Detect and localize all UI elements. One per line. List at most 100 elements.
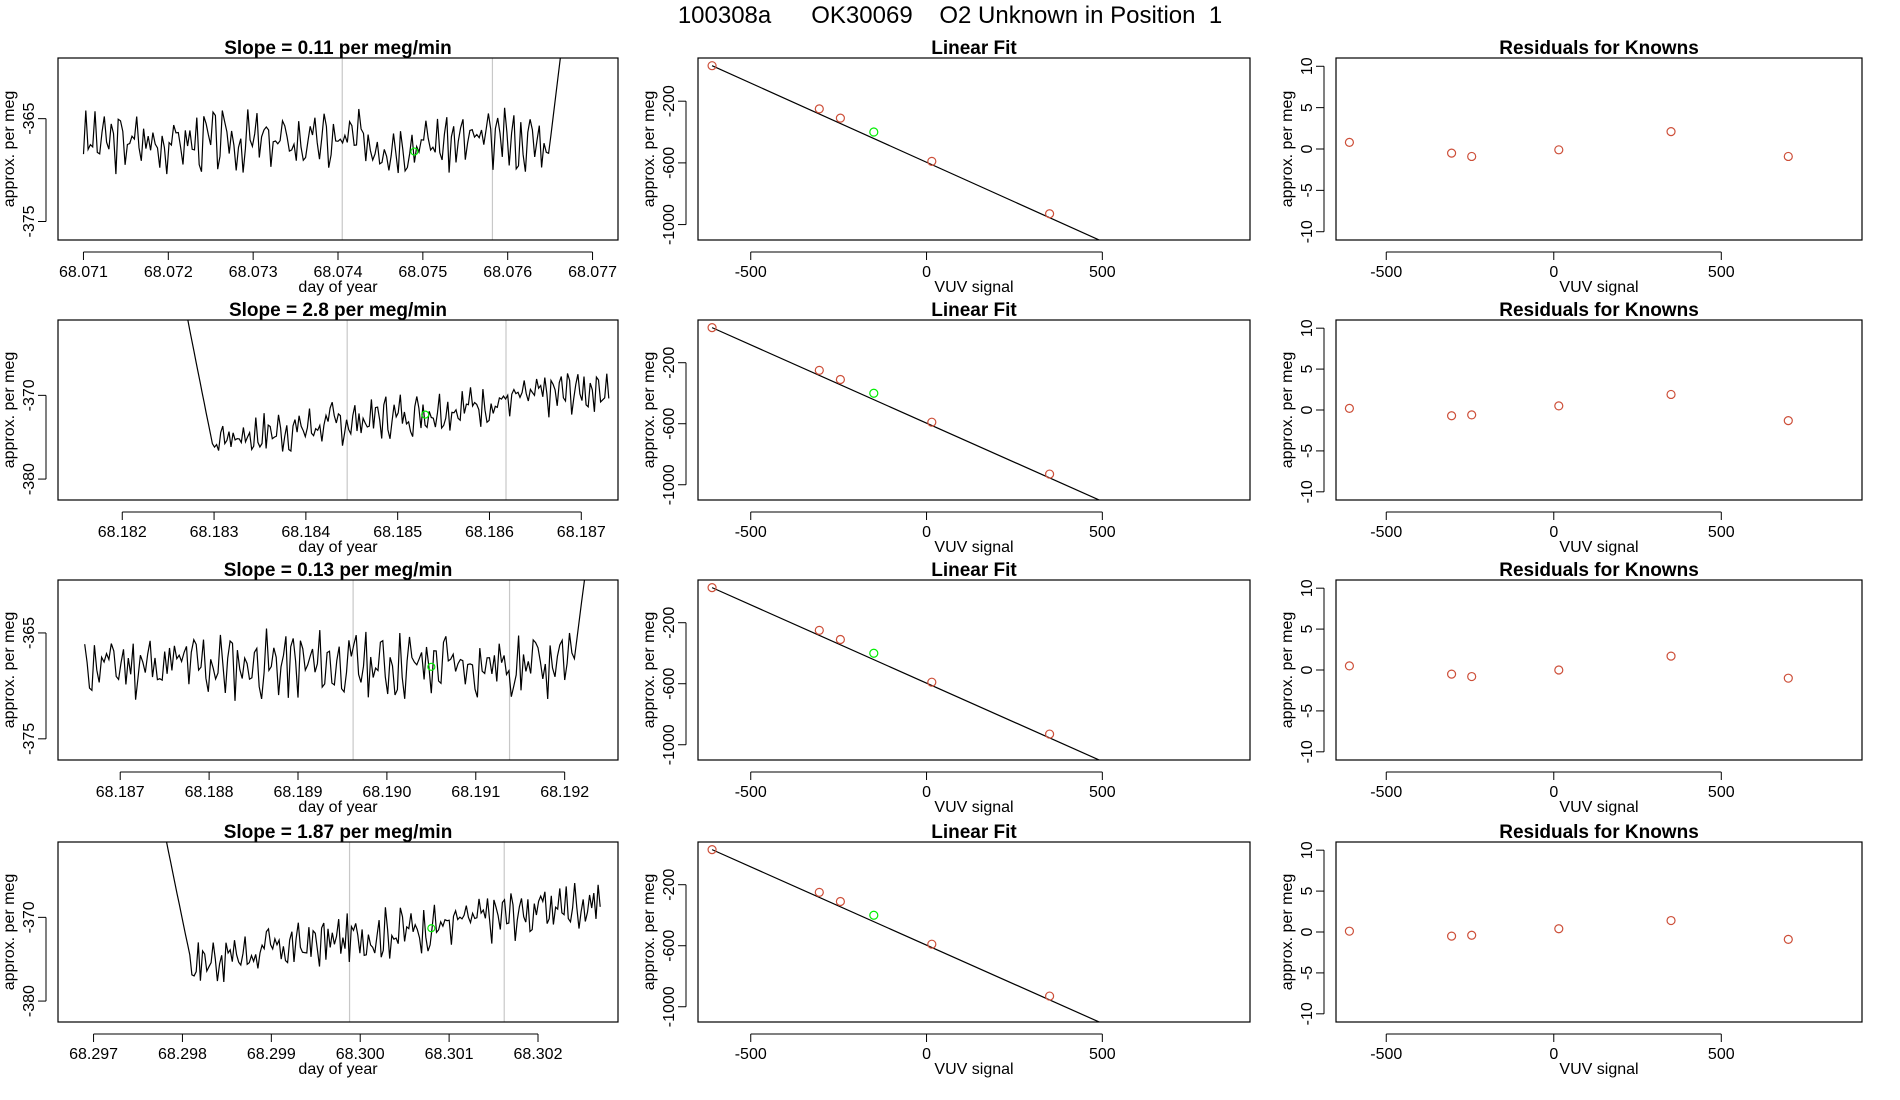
known-point <box>1344 661 1355 671</box>
known-point <box>1044 209 1055 219</box>
unknown-point <box>869 648 879 658</box>
plot-area <box>707 323 1101 500</box>
y-axis-label: approx. per meg <box>1 352 18 469</box>
y-tick-label: 5 <box>1299 625 1316 634</box>
x-axis-label: day of year <box>298 799 378 816</box>
x-tick-label: 68.187 <box>557 524 606 541</box>
unknown-point <box>427 662 436 671</box>
x-tick-label: 500 <box>1089 784 1116 801</box>
plot-area <box>707 583 1101 760</box>
x-axis: 68.187 68.188 68.189 68.190 68.191 68.192 day … <box>96 771 589 816</box>
x-axis-label: VUV signal <box>934 539 1013 556</box>
panel-11: Linear Fit -500 0 500 VUV signal -200 -600 -100… <box>641 822 1251 1078</box>
known-point <box>814 365 824 375</box>
y-tick-label: -1000 <box>661 204 678 245</box>
known-point <box>707 845 717 855</box>
plot-area <box>165 842 601 1022</box>
known-point <box>1783 416 1793 426</box>
y-tick-label: -370 <box>21 379 38 411</box>
unknown-point <box>869 127 879 137</box>
y-tick-label: -5 <box>1299 444 1316 458</box>
panel-title: Linear Fit <box>931 300 1017 321</box>
x-tick-label: 500 <box>1708 784 1735 801</box>
x-tick-label: -500 <box>735 264 767 281</box>
y-tick-label: -200 <box>661 347 678 379</box>
known-point <box>814 887 824 897</box>
known-point <box>1783 151 1793 162</box>
known-point <box>1044 991 1055 1001</box>
known-point <box>835 896 845 907</box>
x-axis: -500 0 500 VUV signal <box>735 771 1116 816</box>
known-point <box>1467 410 1477 420</box>
x-tick-label: 500 <box>1708 524 1735 541</box>
known-point <box>927 939 937 949</box>
known-point <box>1344 403 1355 413</box>
panel-title: Linear Fit <box>931 38 1017 59</box>
x-tick-label: 68.184 <box>281 524 330 541</box>
unknown-point <box>869 388 879 398</box>
y-tick-label: -200 <box>661 607 678 639</box>
x-tick-label: 68.182 <box>98 524 147 541</box>
known-point <box>707 323 717 333</box>
known-point <box>1467 671 1477 682</box>
x-axis-label: VUV signal <box>934 1061 1013 1078</box>
x-axis-label: VUV signal <box>1559 799 1638 816</box>
unknown-point <box>427 924 436 933</box>
y-tick-label: 0 <box>1299 405 1316 414</box>
known-point <box>1783 934 1793 944</box>
y-tick-label: 5 <box>1299 887 1316 896</box>
trace-line <box>165 842 601 983</box>
trace-line <box>82 58 561 175</box>
x-tick-label: 68.185 <box>373 524 422 541</box>
y-tick-label: -380 <box>21 463 38 495</box>
plot-frame <box>697 579 1251 761</box>
panel-6: Residuals for Knowns -500 0 500 VUV signal 10… <box>1279 300 1863 556</box>
y-axis-label: approx. per meg <box>641 91 658 208</box>
y-tick-label: 5 <box>1299 103 1316 112</box>
x-axis: -500 0 500 VUV signal <box>1370 1033 1735 1078</box>
y-tick-label: 10 <box>1299 57 1316 75</box>
x-axis-label: VUV signal <box>1559 539 1638 556</box>
y-tick-label: 0 <box>1299 927 1316 936</box>
y-axis-label: approx. per meg <box>1 91 18 208</box>
x-tick-label: 0 <box>1549 784 1558 801</box>
y-tick-label: -5 <box>1299 704 1316 718</box>
y-tick-label: 10 <box>1299 319 1316 337</box>
known-point <box>1044 729 1055 739</box>
x-axis-label: VUV signal <box>1559 279 1638 296</box>
plot-area <box>1344 651 1793 683</box>
x-tick-label: 0 <box>1549 524 1558 541</box>
x-tick-label: 68.073 <box>229 264 278 281</box>
y-tick-label: 10 <box>1299 841 1316 859</box>
unknown-point <box>869 910 879 920</box>
x-tick-label: 68.298 <box>158 1046 207 1063</box>
known-point <box>1666 127 1676 137</box>
known-point <box>1467 151 1477 162</box>
known-point <box>1666 915 1676 926</box>
known-point <box>1446 931 1457 941</box>
x-tick-label: 500 <box>1708 264 1735 281</box>
y-tick-label: -1000 <box>661 986 678 1027</box>
x-axis: -500 0 500 VUV signal <box>1370 511 1735 556</box>
plot-frame <box>697 319 1251 501</box>
known-point <box>1344 926 1355 936</box>
y-axis-label: approx. per meg <box>641 612 658 729</box>
known-point <box>1467 930 1477 940</box>
y-axis-label: approx. per meg <box>1 612 18 729</box>
x-tick-label: -500 <box>1370 264 1402 281</box>
known-point <box>835 374 845 385</box>
plot-area <box>707 845 1101 1022</box>
x-tick-label: 68.075 <box>398 264 447 281</box>
y-tick-label: -600 <box>661 930 678 962</box>
x-tick-label: 0 <box>1549 1046 1558 1063</box>
x-axis-label: VUV signal <box>1559 1061 1638 1078</box>
x-tick-label: 0 <box>1549 264 1558 281</box>
fit-line <box>711 587 1101 760</box>
